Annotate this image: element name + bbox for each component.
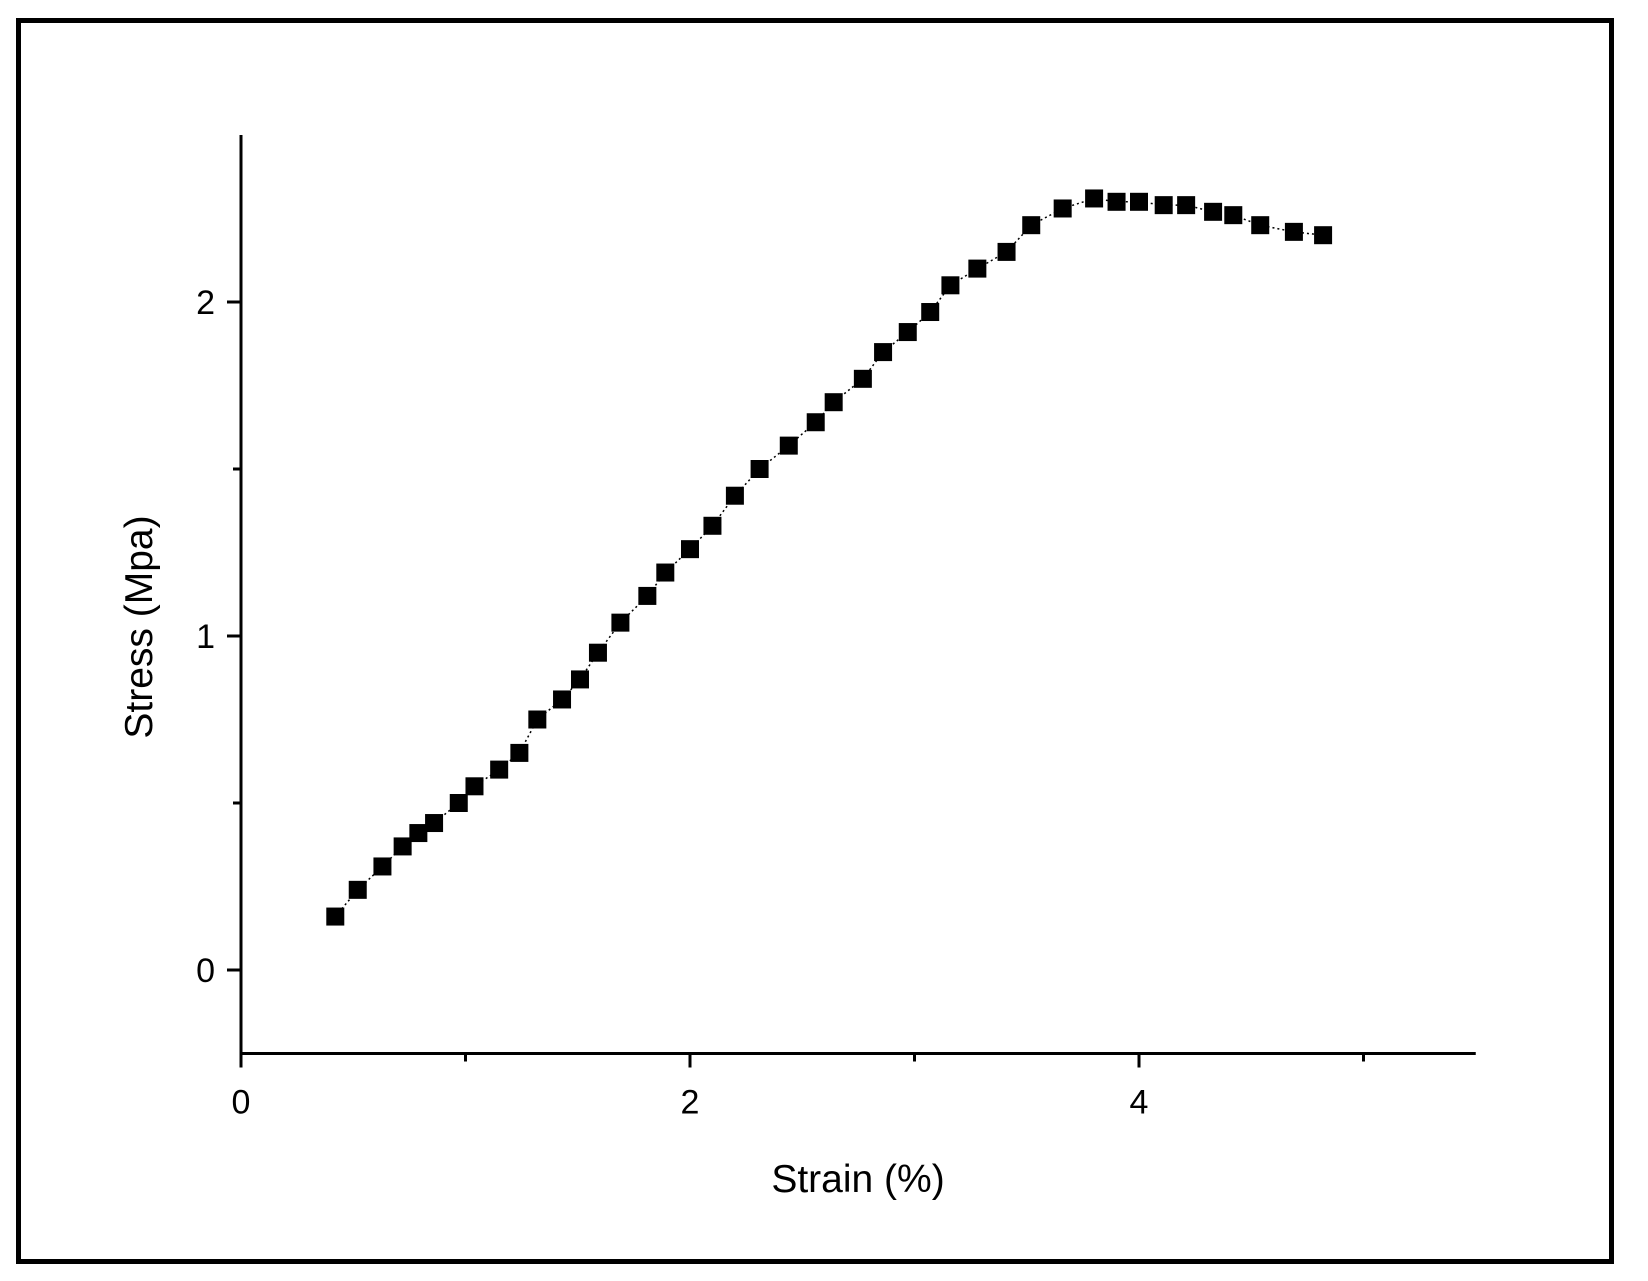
data-point-marker xyxy=(1154,196,1173,215)
data-point-marker xyxy=(806,413,825,432)
y-tick-label: 2 xyxy=(196,284,215,322)
data-point-marker xyxy=(570,670,589,689)
data-point-marker xyxy=(1130,192,1148,211)
data-point-marker xyxy=(1314,226,1333,245)
data-point-marker xyxy=(528,710,547,729)
data-point-marker xyxy=(874,343,893,362)
x-tick-label: 2 xyxy=(681,1084,700,1122)
data-point-marker xyxy=(779,436,798,455)
data-point-marker xyxy=(348,880,367,899)
data-point-marker xyxy=(703,516,722,535)
data-point-marker xyxy=(1204,202,1223,221)
x-tick-label: 0 xyxy=(232,1084,251,1122)
data-point-marker xyxy=(824,393,843,412)
data-point-marker xyxy=(750,460,769,478)
data-point-marker xyxy=(1177,196,1196,215)
data-point-marker xyxy=(997,242,1016,261)
y-tick-label: 1 xyxy=(196,618,215,656)
series-markers xyxy=(326,189,1333,926)
data-point-marker xyxy=(725,486,744,505)
data-point-marker xyxy=(921,303,940,322)
data-point-marker xyxy=(1224,206,1243,225)
data-point-marker xyxy=(1085,189,1104,208)
data-point-marker xyxy=(393,837,412,856)
data-point-marker xyxy=(1284,222,1303,241)
data-point-marker xyxy=(681,540,699,559)
y-axis-title: Stress (Mpa) xyxy=(118,515,161,738)
data-point-marker xyxy=(510,743,529,762)
data-point-marker xyxy=(898,323,917,342)
data-point-marker xyxy=(611,613,630,632)
data-point-marker xyxy=(941,276,960,295)
data-point-marker xyxy=(1022,216,1041,235)
axis-ticks xyxy=(227,300,1365,1068)
data-point-marker xyxy=(326,907,345,926)
data-point-marker xyxy=(373,857,392,876)
x-tick-label: 4 xyxy=(1130,1084,1149,1122)
data-point-marker xyxy=(638,586,657,605)
data-point-marker xyxy=(588,643,607,662)
y-tick-label: 0 xyxy=(196,952,215,990)
data-point-marker xyxy=(968,259,987,278)
data-point-marker xyxy=(465,777,484,796)
data-point-marker xyxy=(490,760,509,779)
x-axis-title: Strain (%) xyxy=(771,1158,944,1201)
data-point-marker xyxy=(1251,216,1270,235)
data-point-marker xyxy=(853,369,872,388)
data-point-marker xyxy=(553,690,572,709)
data-point-marker xyxy=(409,824,428,843)
data-point-marker xyxy=(425,814,444,833)
data-point-marker xyxy=(1107,192,1126,211)
axis-tick-labels: 0 2 4 0 1 2 xyxy=(196,284,1148,1122)
data-point-marker xyxy=(656,563,675,582)
figure-frame xyxy=(16,18,1614,1264)
data-point-marker xyxy=(1053,199,1072,218)
data-point-marker xyxy=(449,794,468,812)
series-connector-line xyxy=(334,197,1324,918)
